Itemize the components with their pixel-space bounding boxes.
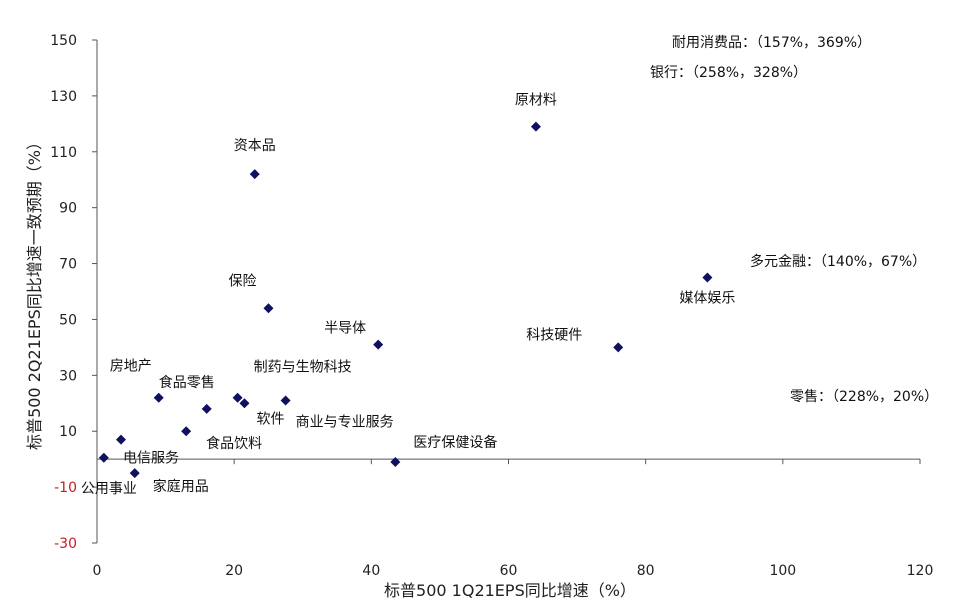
data-point [98,452,109,463]
annotation-banks: 银行：（258%，328%） [650,65,807,81]
point-label: 家庭用品 [153,478,209,495]
point-label: 软件 [256,411,284,427]
point-label: 食品饮料 [206,435,262,452]
y-tick-label: -10 [54,480,77,496]
point-label: 房地产 [110,359,152,375]
data-point [116,434,127,445]
point-label: 媒体娱乐 [679,291,735,307]
data-point [129,468,140,479]
annotation-diversified-financials: 多元金融：（140%，67%） [750,253,926,270]
point-label: 科技硬件 [526,327,582,343]
point-label: 半导体 [324,321,366,337]
point-label: 电信服务 [123,451,179,467]
x-tick-label: 60 [500,563,518,579]
point-label: 医疗保健设备 [413,434,497,451]
annotation-durable-goods: 耐用消费品：（157%，369%） [672,35,871,51]
axes [92,39,921,544]
data-point [702,272,713,283]
point-label: 保险 [228,273,256,289]
data-point [613,342,624,353]
x-axis-title: 标普500 1Q21EPS同比增速（%） [384,581,636,600]
y-tick-label: 70 [59,257,77,273]
annotation-retail: 零售：（228%，20%） [790,389,938,405]
x-tick-label: 40 [362,563,380,579]
point-label: 食品零售 [159,374,215,391]
data-point [249,169,260,180]
y-tick-label: 50 [59,312,77,328]
data-point [263,303,274,314]
data-points [98,121,713,479]
x-tick-label: 80 [637,563,655,579]
data-point [390,456,401,467]
y-axis-title: 标普500 2Q21EPS同比增速一致预期（%） [25,134,44,450]
data-point [530,121,541,132]
y-tick-label: 110 [50,145,77,161]
y-tick-label: 150 [50,33,77,49]
y-tick-label: 130 [50,89,77,105]
x-tick-label: 120 [907,563,934,579]
point-label: 资本品 [234,138,276,154]
point-label: 公用事业 [81,481,137,497]
y-tick-label: 90 [59,201,77,217]
y-tick-label: -30 [54,536,77,552]
y-tick-label: 10 [59,424,77,440]
data-point [153,392,164,403]
data-point [373,339,384,350]
point-label: 商业与专业服务 [296,414,394,430]
tick-labels: 150 130 110 90 70 50 30 10 -10 -30 0 20 40 60 80 100 120 [50,33,933,579]
data-point [239,398,250,409]
point-label: 制药与生物科技 [254,360,352,376]
x-tick-label: 0 [93,563,102,579]
x-tick-label: 100 [769,563,796,579]
data-point [201,403,212,414]
point-label: 原材料 [515,93,557,109]
y-tick-label: 30 [59,368,77,384]
data-point [280,395,291,406]
data-point [181,426,192,437]
x-tick-label: 20 [225,563,243,579]
data-point [232,392,243,403]
